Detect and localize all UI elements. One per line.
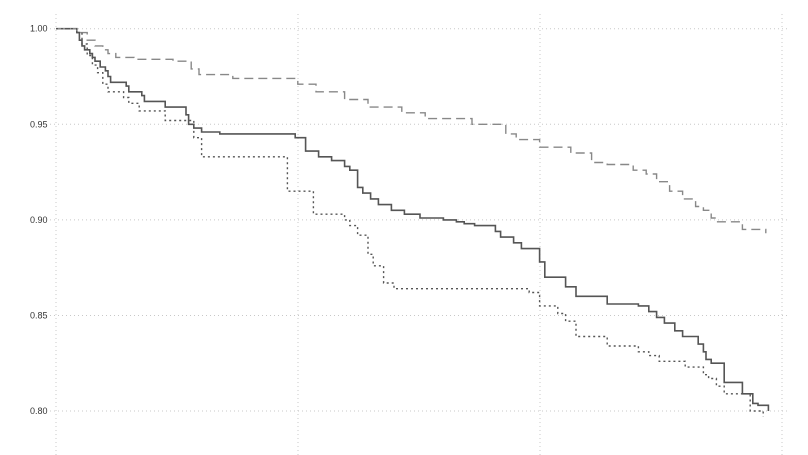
series-line-solid (56, 27, 770, 411)
y-tick-label: 1.00 (30, 24, 48, 34)
y-tick-label: 0.85 (30, 310, 48, 320)
series-line-dotted (56, 28, 764, 417)
y-tick-label: 0.95 (30, 119, 48, 129)
y-tick-label: 0.90 (30, 215, 48, 225)
y-tick-label: 0.80 (30, 406, 48, 416)
series-lines (56, 27, 770, 417)
tick-labels: 1.00 0.95 0.90 0.85 0.80 (30, 24, 48, 416)
gridlines (50, 14, 790, 455)
series-line-dashed (56, 28, 767, 234)
